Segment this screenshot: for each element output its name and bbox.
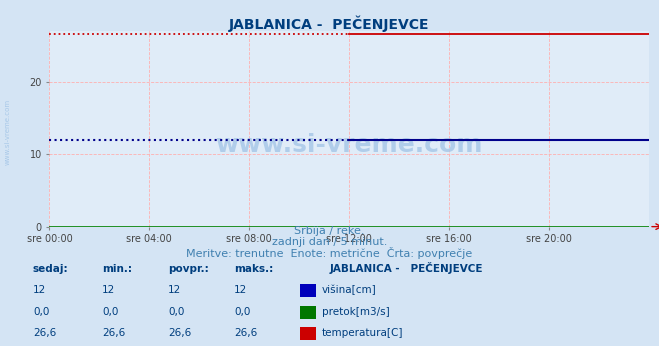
Text: višina[cm]: višina[cm] [322,285,376,295]
Text: sedaj:: sedaj: [33,264,69,274]
Text: 12: 12 [102,285,115,295]
Text: povpr.:: povpr.: [168,264,209,274]
Text: 0,0: 0,0 [102,307,119,317]
Text: Meritve: trenutne  Enote: metrične  Črta: povprečje: Meritve: trenutne Enote: metrične Črta: … [186,247,473,259]
Text: min.:: min.: [102,264,132,274]
Text: JABLANICA -   PEČENJEVCE: JABLANICA - PEČENJEVCE [330,262,483,274]
Text: 0,0: 0,0 [33,307,49,317]
Text: 0,0: 0,0 [234,307,250,317]
Text: www.si-vreme.com: www.si-vreme.com [215,133,483,156]
Text: maks.:: maks.: [234,264,273,274]
Text: 12: 12 [234,285,247,295]
Text: 12: 12 [168,285,181,295]
Text: temperatura[C]: temperatura[C] [322,328,403,338]
Text: www.si-vreme.com: www.si-vreme.com [5,98,11,165]
Text: JABLANICA -  PEČENJEVCE: JABLANICA - PEČENJEVCE [229,16,430,32]
Text: zadnji dan / 5 minut.: zadnji dan / 5 minut. [272,237,387,247]
Text: 26,6: 26,6 [234,328,257,338]
Text: 0,0: 0,0 [168,307,185,317]
Text: 26,6: 26,6 [102,328,125,338]
Text: 26,6: 26,6 [168,328,191,338]
Text: pretok[m3/s]: pretok[m3/s] [322,307,389,317]
Text: 26,6: 26,6 [33,328,56,338]
Text: Srbija / reke.: Srbija / reke. [295,226,364,236]
Text: 12: 12 [33,285,46,295]
